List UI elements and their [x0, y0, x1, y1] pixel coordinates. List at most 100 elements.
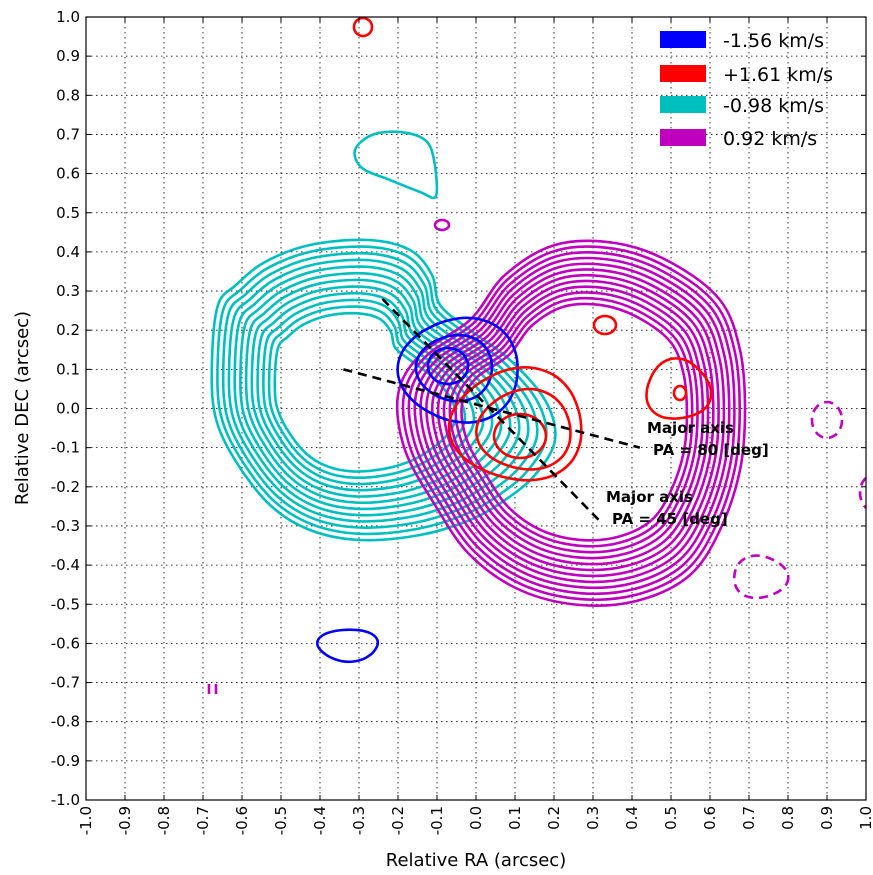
y-tick-label: 0.3 [56, 282, 80, 300]
x-tick-labels: -1.0 -0.9 -0.8 -0.7 -0.6 -0.5 -0.4 -0.3 -0.2 -0.1… [77, 806, 873, 835]
y-tick-label: -0.4 [51, 556, 80, 574]
y-tick-label: -0.1 [51, 439, 80, 457]
contour-magenta-ring [460, 302, 689, 542]
ticks [85, 16, 867, 801]
x-tick-label: -0.8 [155, 806, 173, 835]
contour-cyan-ring [267, 305, 467, 480]
annotation-pa45-line2: PA = 45 [deg] [612, 510, 728, 528]
contour-magenta-ring [401, 245, 742, 601]
legend-label-cyan: -0.98 km/s [723, 95, 824, 117]
y-axis-title: Relative DEC (arcsec) [12, 311, 33, 505]
contour-blue [316, 628, 380, 664]
legend-swatch-red [660, 65, 706, 82]
x-tick-label: 0.4 [623, 806, 641, 830]
contour-cyan-ring [256, 291, 485, 492]
contour-magenta-dashed [732, 554, 790, 600]
contour-cyan-ring [227, 258, 530, 523]
contour-magenta-ring [419, 262, 726, 584]
x-tick-label: -0.2 [389, 806, 407, 835]
contours [207, 16, 867, 694]
x-tick-label: 0.5 [662, 806, 680, 830]
contour-magenta-ring [436, 279, 710, 566]
x-tick-label: 0.6 [701, 806, 719, 830]
annotation-pa45-line1: Major axis [606, 488, 693, 506]
x-tick-label: 0.1 [506, 806, 524, 830]
legend-label-magenta: 0.92 km/s [723, 128, 817, 150]
y-tick-label: 0.7 [56, 125, 80, 143]
contour-magenta-ring [407, 251, 736, 596]
x-tick-label: 0.8 [779, 806, 797, 830]
contour-magenta-ring [442, 285, 705, 560]
y-tick-label: -0.9 [51, 752, 80, 770]
y-tick-label: -0.7 [51, 674, 80, 692]
contour-cyan-ring [250, 285, 494, 498]
y-tick-label: -0.6 [51, 634, 80, 652]
x-tick-label: -0.6 [233, 806, 251, 835]
contour-red [672, 384, 688, 402]
x-tick-label: -0.1 [428, 806, 446, 835]
y-tick-label: 0.8 [56, 86, 80, 104]
contour-magenta-dashed [858, 477, 867, 509]
contour-red [447, 366, 583, 482]
legend-swatch-cyan [660, 96, 706, 113]
y-tick-label: 0.9 [56, 47, 80, 65]
annotations: Major axis PA = 80 [deg] Major axis PA =… [606, 419, 769, 528]
contour-cyan-ring [244, 278, 503, 505]
contour-magenta-ring [395, 239, 747, 607]
x-tick-label: 0.0 [467, 806, 485, 830]
major-axis-lines [343, 297, 641, 523]
legend-swatch-magenta [660, 129, 706, 146]
contour-blue [396, 316, 519, 424]
y-tick-label: 0.0 [56, 400, 80, 418]
annotation-pa80-line2: PA = 80 [deg] [653, 441, 769, 459]
x-axis-title: Relative RA (arcsec) [386, 850, 566, 871]
contour-red [592, 314, 618, 336]
y-tick-label: 1.0 [56, 8, 80, 26]
y-tick-label: 0.5 [56, 204, 80, 222]
y-tick-labels: 1.0 0.9 0.8 0.7 0.6 0.5 0.4 0.3 0.2 0.1 0.0 -0.1 -0.… [51, 8, 80, 809]
x-tick-label: -0.5 [272, 806, 290, 835]
annotation-pa80-line1: Major axis [647, 419, 734, 437]
x-tick-label: 1.0 [857, 806, 873, 830]
legend: -1.56 km/s +1.61 km/s -0.98 km/s 0.92 km… [660, 30, 833, 150]
y-tick-label: -0.8 [51, 713, 80, 731]
x-tick-label: 0.2 [545, 806, 563, 830]
contour-cyan-ring [210, 238, 557, 542]
legend-label-blue: -1.56 km/s [723, 30, 824, 52]
y-tick-label: 0.4 [56, 243, 80, 261]
contour-red [475, 387, 572, 471]
contour-red [492, 412, 548, 460]
y-tick-label: 0.2 [56, 321, 80, 339]
x-tick-label: -1.0 [77, 806, 95, 835]
major-axis-line-pa45 [381, 297, 602, 523]
contour-magenta-ring [448, 291, 699, 554]
contour-red [645, 357, 713, 420]
x-tick-label: 0.7 [740, 806, 758, 830]
y-tick-label: -0.3 [51, 517, 80, 535]
y-tick-label: 0.6 [56, 165, 80, 183]
contour-red [352, 16, 374, 38]
y-tick-label: -0.2 [51, 478, 80, 496]
contour-magenta-dashed [810, 400, 844, 440]
contour-blue [414, 333, 494, 403]
x-tick-label: -0.3 [350, 806, 368, 835]
contour-cyan-ring [221, 251, 539, 529]
contour-magenta-ring [413, 256, 731, 590]
y-tick-label: -1.0 [51, 791, 80, 809]
contour-cyan-small [353, 130, 439, 200]
contour-magenta-small [433, 218, 451, 232]
x-tick-label: 0.3 [584, 806, 602, 830]
contour-cyan-ring [233, 265, 521, 517]
contour-magenta-ring [454, 296, 694, 548]
x-tick-label: 0.9 [818, 806, 836, 830]
major-axis-line-pa80 [343, 368, 641, 449]
contour-blue [426, 346, 470, 386]
y-tick-label: 0.1 [56, 360, 80, 378]
contour-magenta-ring [430, 274, 715, 572]
x-tick-label: -0.7 [194, 806, 212, 835]
x-tick-label: -0.9 [116, 806, 134, 835]
y-tick-label: -0.5 [51, 595, 80, 613]
legend-label-red: +1.61 km/s [723, 64, 833, 86]
x-tick-label: -0.4 [311, 806, 329, 835]
